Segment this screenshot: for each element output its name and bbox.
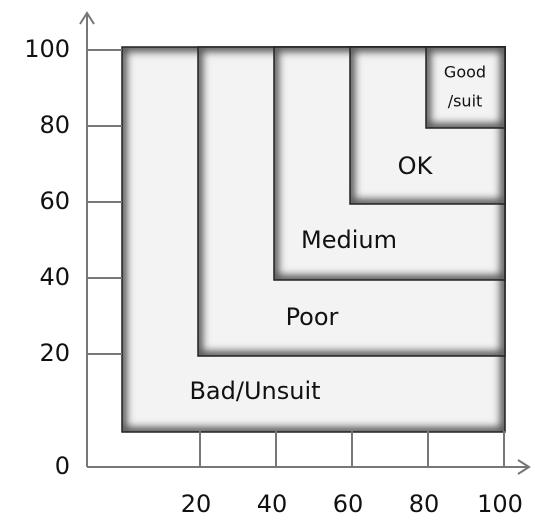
y-tick-label: 60 <box>39 187 70 215</box>
region-label: Good <box>444 63 486 82</box>
x-tick-label: 40 <box>257 490 288 518</box>
x-tick-label: 100 <box>477 490 523 518</box>
region-border <box>425 46 506 129</box>
x-tick-label: 80 <box>409 490 440 518</box>
region-label: Poor <box>286 303 339 331</box>
regions: Bad/Unsuit Poor Medium OK Good/suit <box>121 46 506 433</box>
region-label: Medium <box>301 226 397 254</box>
x-axis-arrow <box>517 459 531 475</box>
x-tick-label: 20 <box>181 490 212 518</box>
region <box>426 47 505 128</box>
y-tick-label: 20 <box>39 339 70 367</box>
y-axis-arrow <box>79 11 95 25</box>
region-label: Bad/Unsuit <box>189 377 320 405</box>
y-tick-label: 80 <box>39 111 70 139</box>
y-tick-label: 100 <box>24 35 70 63</box>
region-label: OK <box>398 152 434 180</box>
x-tick-label: 60 <box>333 490 364 518</box>
region-label: /suit <box>448 92 483 111</box>
y-tick-label: 0 <box>55 452 70 480</box>
y-tick-label: 40 <box>39 263 70 291</box>
